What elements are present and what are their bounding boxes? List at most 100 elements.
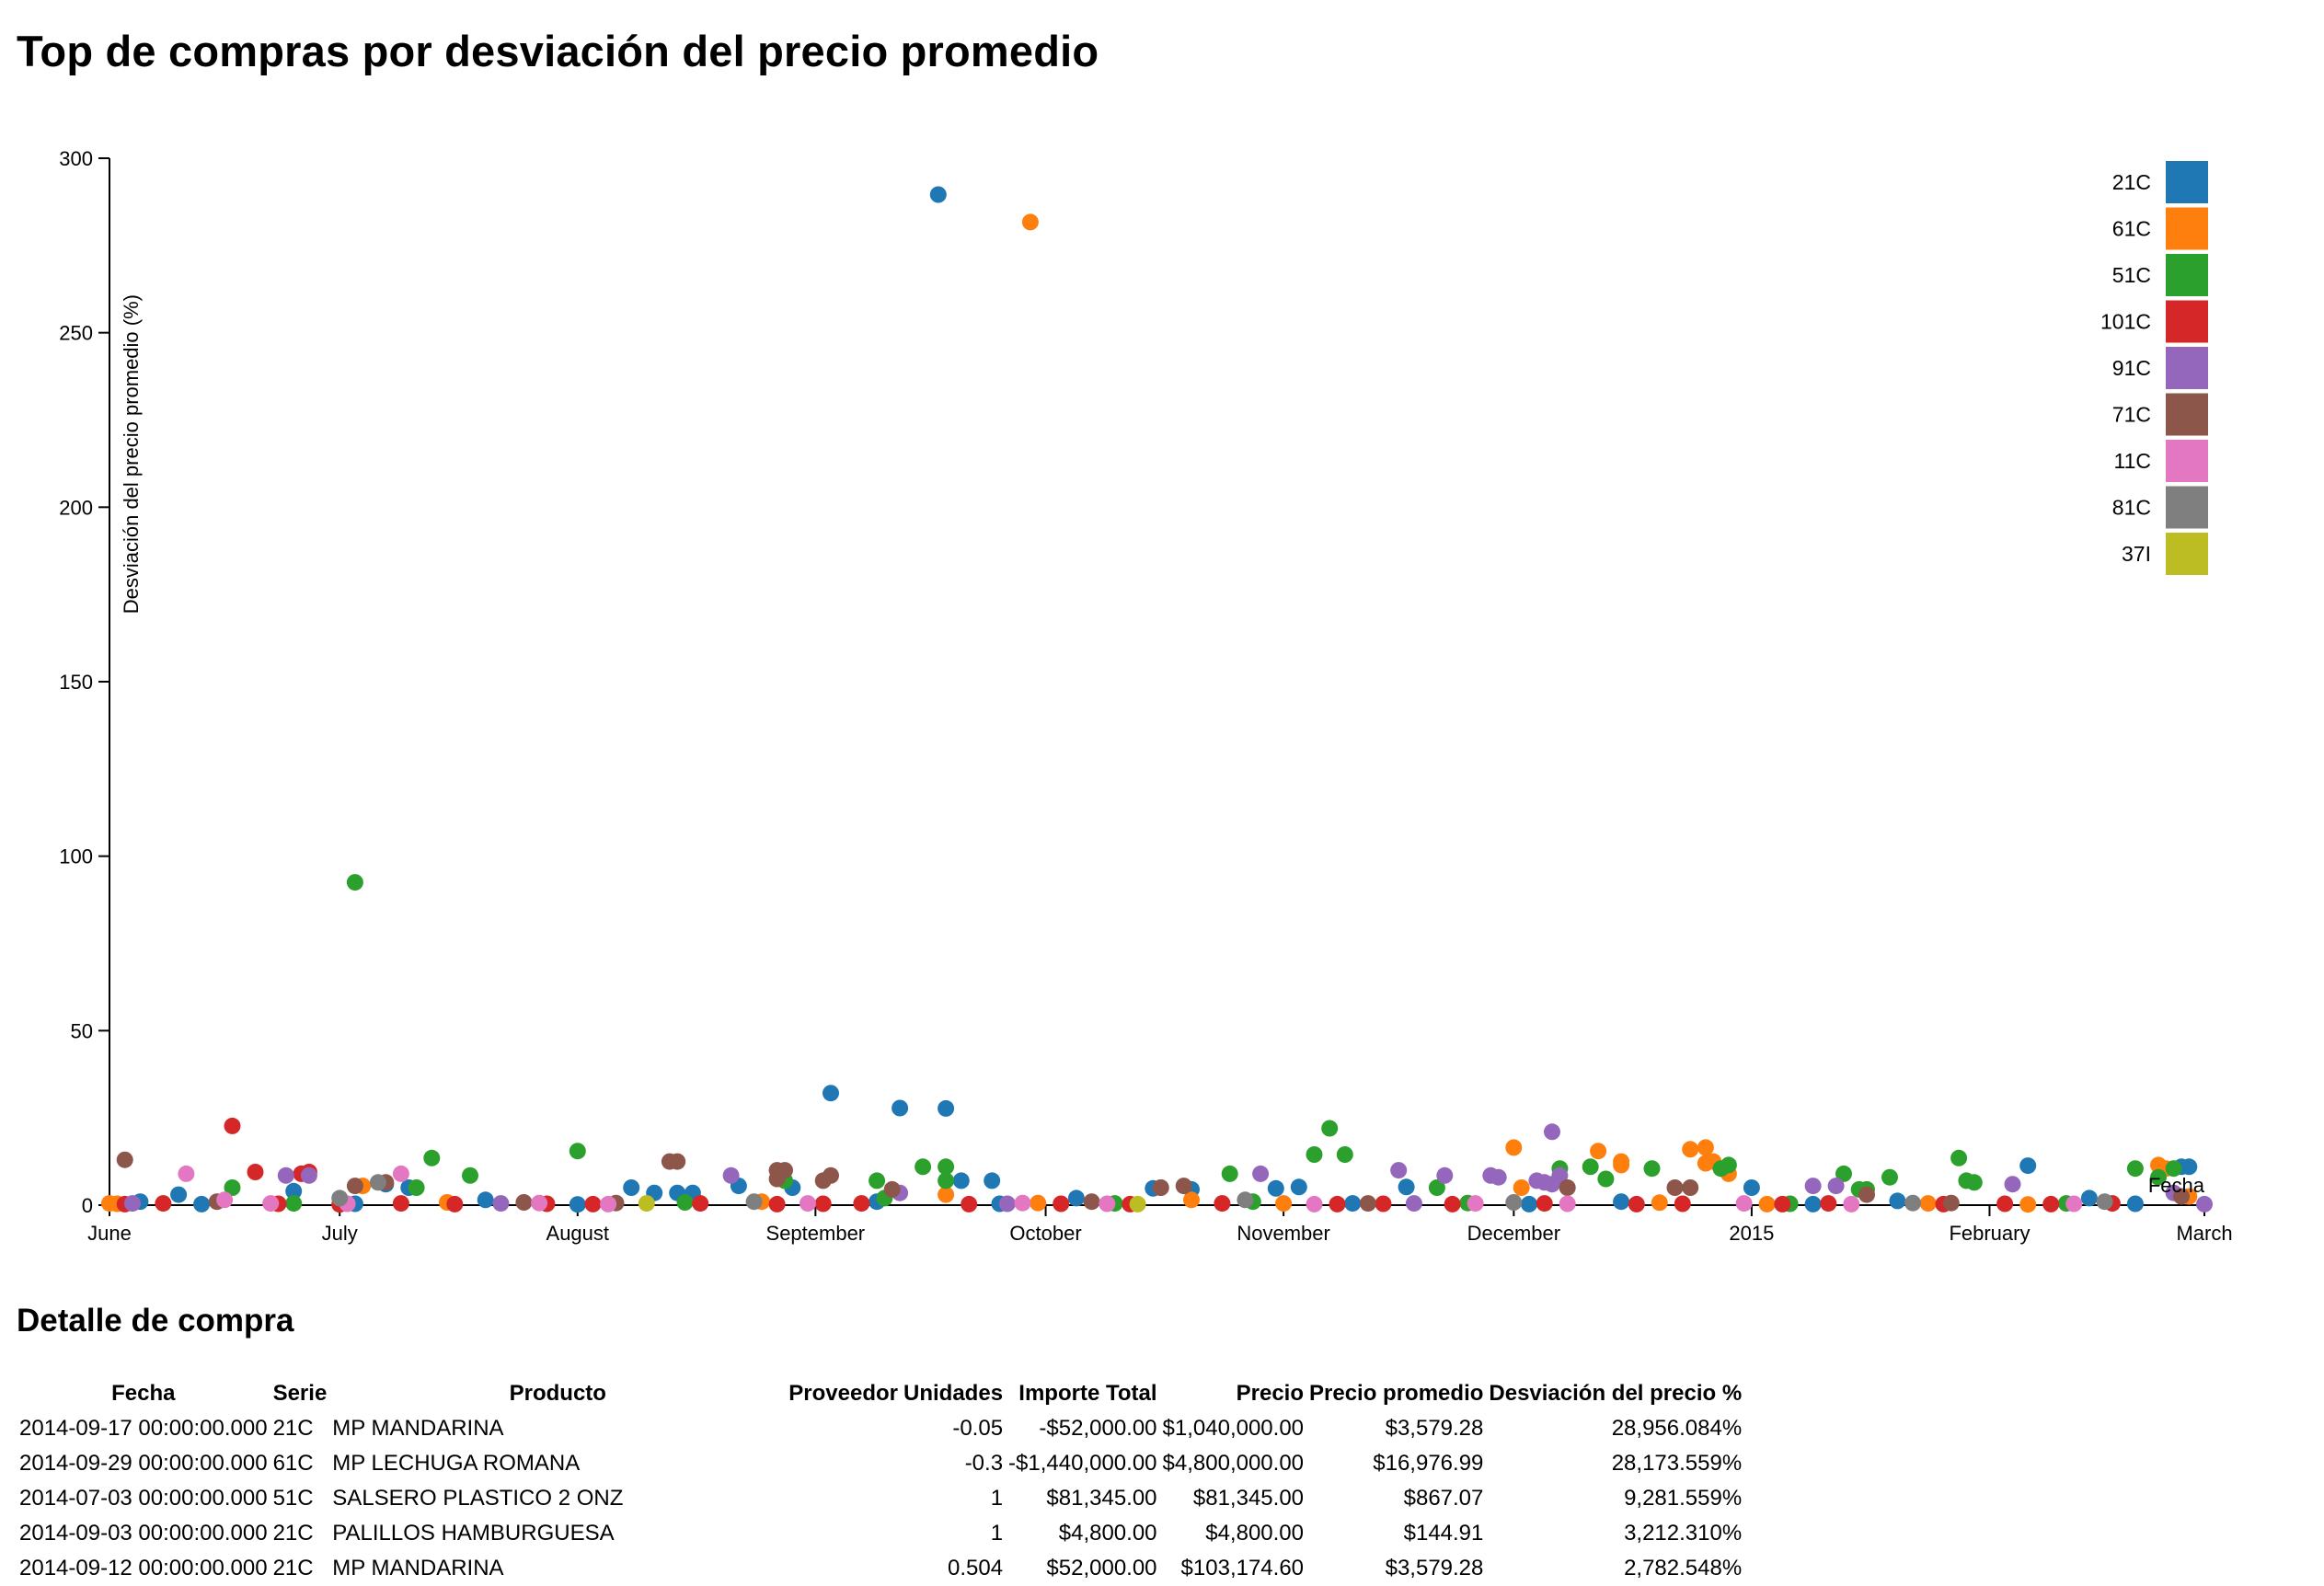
data-point[interactable] bbox=[1544, 1176, 1560, 1193]
data-point[interactable] bbox=[2096, 1193, 2113, 1211]
data-point[interactable] bbox=[1505, 1139, 1523, 1156]
data-point[interactable] bbox=[892, 1099, 909, 1117]
data-point[interactable] bbox=[1444, 1195, 1461, 1212]
data-point[interactable] bbox=[515, 1194, 533, 1211]
data-point[interactable] bbox=[1835, 1165, 1852, 1182]
data-point[interactable] bbox=[277, 1167, 294, 1184]
data-point[interactable] bbox=[285, 1195, 303, 1212]
data-point[interactable] bbox=[1183, 1191, 1200, 1209]
data-point[interactable] bbox=[2196, 1195, 2213, 1212]
data-point[interactable] bbox=[1682, 1141, 1699, 1158]
data-point[interactable] bbox=[2080, 1190, 2098, 1207]
data-point[interactable] bbox=[1359, 1195, 1376, 1212]
data-point[interactable] bbox=[446, 1195, 464, 1212]
data-point[interactable] bbox=[216, 1191, 234, 1209]
data-point[interactable] bbox=[1267, 1179, 1284, 1197]
data-point[interactable] bbox=[423, 1149, 441, 1167]
data-point[interactable] bbox=[1651, 1194, 1668, 1212]
data-point[interactable] bbox=[2019, 1196, 2037, 1213]
data-point[interactable] bbox=[492, 1195, 510, 1212]
data-point[interactable] bbox=[1152, 1179, 1169, 1196]
data-point[interactable] bbox=[1398, 1178, 1415, 1196]
data-point[interactable] bbox=[1735, 1195, 1753, 1212]
data-point[interactable] bbox=[1827, 1178, 1845, 1195]
data-point[interactable] bbox=[2065, 1195, 2083, 1212]
data-points[interactable] bbox=[101, 186, 2213, 1213]
data-point[interactable] bbox=[116, 1151, 133, 1168]
data-point[interactable] bbox=[1720, 1156, 1737, 1174]
data-point[interactable] bbox=[1843, 1195, 1860, 1212]
data-point[interactable] bbox=[623, 1179, 640, 1196]
data-point[interactable] bbox=[369, 1174, 386, 1191]
data-point[interactable] bbox=[1582, 1158, 1599, 1176]
data-point[interactable] bbox=[178, 1165, 195, 1182]
data-point[interactable] bbox=[1467, 1195, 1484, 1212]
data-point[interactable] bbox=[938, 1172, 955, 1190]
data-point[interactable] bbox=[998, 1195, 1016, 1212]
data-point[interactable] bbox=[814, 1172, 832, 1190]
data-point[interactable] bbox=[1513, 1179, 1530, 1196]
data-point[interactable] bbox=[929, 186, 947, 203]
data-point[interactable] bbox=[2004, 1176, 2021, 1193]
data-point[interactable] bbox=[1881, 1168, 1898, 1186]
data-point[interactable] bbox=[638, 1195, 655, 1212]
data-point[interactable] bbox=[300, 1167, 317, 1184]
data-point[interactable] bbox=[952, 1172, 970, 1190]
data-point[interactable] bbox=[1083, 1193, 1100, 1211]
data-point[interactable] bbox=[247, 1164, 264, 1180]
data-point[interactable] bbox=[938, 1158, 955, 1176]
data-point[interactable] bbox=[193, 1195, 211, 1212]
data-point[interactable] bbox=[1643, 1160, 1661, 1178]
data-point[interactable] bbox=[1559, 1179, 1576, 1196]
data-point[interactable] bbox=[1390, 1162, 1408, 1179]
data-point[interactable] bbox=[1682, 1179, 1699, 1196]
data-point[interactable] bbox=[869, 1172, 886, 1190]
data-point[interactable] bbox=[1405, 1195, 1422, 1212]
data-point[interactable] bbox=[569, 1143, 586, 1160]
data-point[interactable] bbox=[1214, 1195, 1231, 1212]
data-point[interactable] bbox=[1221, 1165, 1238, 1182]
data-point[interactable] bbox=[1521, 1195, 1537, 1212]
data-point[interactable] bbox=[1919, 1195, 1937, 1212]
data-point[interactable] bbox=[155, 1195, 172, 1212]
data-point[interactable] bbox=[800, 1195, 816, 1212]
data-point[interactable] bbox=[1344, 1195, 1362, 1212]
data-point[interactable] bbox=[2173, 1188, 2190, 1205]
data-point[interactable] bbox=[392, 1195, 409, 1212]
data-point[interactable] bbox=[462, 1167, 478, 1184]
data-point[interactable] bbox=[961, 1195, 978, 1212]
data-point[interactable] bbox=[1528, 1172, 1546, 1190]
data-point[interactable] bbox=[224, 1179, 241, 1196]
data-point[interactable] bbox=[1674, 1195, 1691, 1212]
data-point[interactable] bbox=[170, 1186, 188, 1203]
data-point[interactable] bbox=[669, 1153, 686, 1170]
data-point[interactable] bbox=[2150, 1168, 2167, 1186]
data-point[interactable] bbox=[1613, 1156, 1630, 1174]
data-point[interactable] bbox=[2180, 1158, 2198, 1176]
data-point[interactable] bbox=[1428, 1179, 1445, 1196]
data-point[interactable] bbox=[1490, 1168, 1507, 1186]
data-point[interactable] bbox=[1743, 1179, 1760, 1196]
data-point[interactable] bbox=[1306, 1146, 1323, 1163]
data-point[interactable] bbox=[1306, 1195, 1323, 1212]
data-point[interactable] bbox=[1099, 1195, 1116, 1212]
data-point[interactable] bbox=[853, 1195, 870, 1212]
data-point[interactable] bbox=[692, 1195, 709, 1212]
data-point[interactable] bbox=[477, 1191, 494, 1209]
data-point[interactable] bbox=[1053, 1195, 1070, 1212]
data-point[interactable] bbox=[408, 1179, 425, 1196]
data-point[interactable] bbox=[346, 874, 363, 891]
data-point[interactable] bbox=[883, 1180, 901, 1198]
data-point[interactable] bbox=[1129, 1195, 1146, 1212]
data-point[interactable] bbox=[768, 1195, 786, 1212]
data-point[interactable] bbox=[1996, 1195, 2014, 1212]
data-point[interactable] bbox=[531, 1194, 548, 1212]
data-point[interactable] bbox=[600, 1195, 617, 1212]
data-point[interactable] bbox=[1804, 1195, 1822, 1212]
data-point[interactable] bbox=[1175, 1178, 1192, 1195]
data-point[interactable] bbox=[1436, 1167, 1454, 1184]
data-point[interactable] bbox=[1505, 1194, 1523, 1211]
data-point[interactable] bbox=[1804, 1178, 1822, 1195]
data-point[interactable] bbox=[1666, 1179, 1684, 1196]
data-point[interactable] bbox=[823, 1085, 839, 1102]
